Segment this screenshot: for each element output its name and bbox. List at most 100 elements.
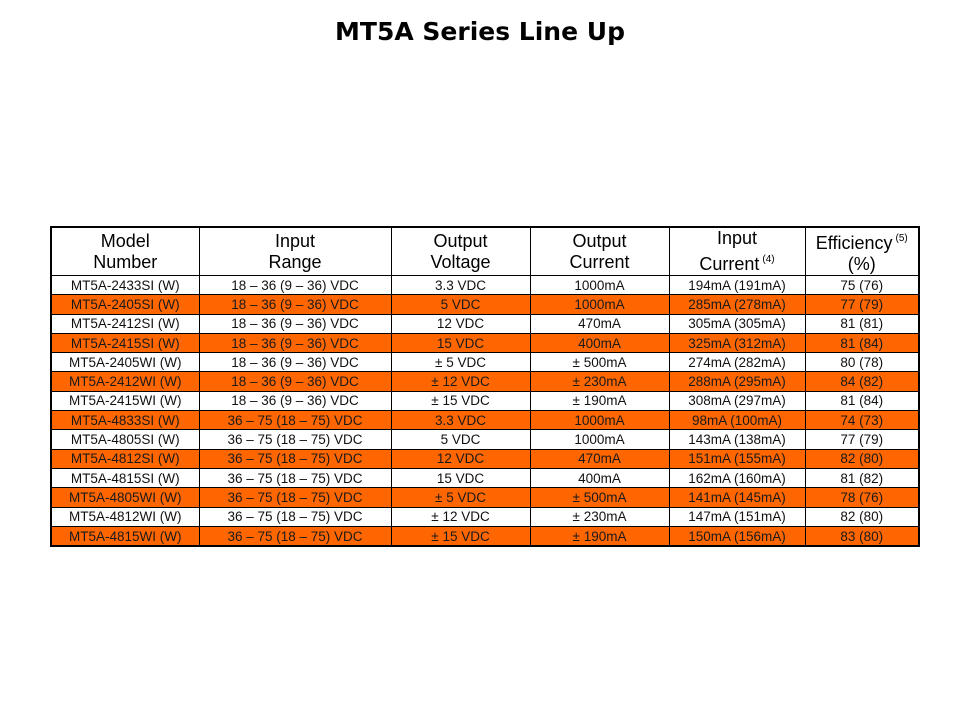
cell-output-current: ± 500mA xyxy=(529,352,670,373)
cell-model-number: MT5A-4812WI (W) xyxy=(50,506,200,527)
cell-input-range: 36 – 75 (18 – 75) VDC xyxy=(198,467,392,489)
table-row: MT5A-4805SI (W) 36 – 75 (18 – 75) VDC 5 VD… xyxy=(50,429,920,450)
cell-output-voltage: 15 VDC xyxy=(390,332,531,354)
cell-input-current: 147mA (151mA) xyxy=(668,506,806,527)
table-row: MT5A-2412WI (W) 18 – 36 (9 – 36) VDC ± 12 … xyxy=(50,371,920,392)
table-row: MT5A-4815WI (W) 36 – 75 (18 – 75) VDC ± 15… xyxy=(50,525,920,547)
cell-input-current: 162mA (160mA) xyxy=(668,467,806,489)
cell-output-voltage: 5 VDC xyxy=(390,429,531,450)
cell-efficiency: 81 (81) xyxy=(804,313,920,334)
cell-output-voltage: ± 12 VDC xyxy=(390,371,531,392)
cell-input-range: 18 – 36 (9 – 36) VDC xyxy=(198,352,392,373)
cell-efficiency: 84 (82) xyxy=(804,371,920,392)
cell-input-current: 141mA (145mA) xyxy=(668,487,806,508)
header-input-current: Input Current (4) xyxy=(668,226,806,276)
cell-input-current: 274mA (282mA) xyxy=(668,352,806,373)
cell-input-current: 305mA (305mA) xyxy=(668,313,806,334)
cell-output-current: 400mA xyxy=(529,467,670,489)
cell-input-current: 325mA (312mA) xyxy=(668,332,806,354)
cell-efficiency: 74 (73) xyxy=(804,410,920,431)
cell-output-voltage: 15 VDC xyxy=(390,467,531,489)
cell-input-range: 18 – 36 (9 – 36) VDC xyxy=(198,332,392,354)
cell-output-current: 1000mA xyxy=(529,294,670,315)
cell-model-number: MT5A-4833SI (W) xyxy=(50,410,200,431)
cell-efficiency: 81 (84) xyxy=(804,332,920,354)
cell-output-voltage: 12 VDC xyxy=(390,313,531,334)
cell-input-current: 143mA (138mA) xyxy=(668,429,806,450)
cell-efficiency: 83 (80) xyxy=(804,525,920,547)
cell-model-number: MT5A-4805WI (W) xyxy=(50,487,200,508)
cell-model-number: MT5A-2433SI (W) xyxy=(50,274,200,296)
cell-output-current: ± 500mA xyxy=(529,487,670,508)
cell-efficiency: 81 (84) xyxy=(804,390,920,412)
cell-model-number: MT5A-2412WI (W) xyxy=(50,371,200,392)
cell-output-current: 1000mA xyxy=(529,410,670,431)
cell-output-voltage: 5 VDC xyxy=(390,294,531,315)
cell-input-range: 18 – 36 (9 – 36) VDC xyxy=(198,274,392,296)
cell-input-range: 18 – 36 (9 – 36) VDC xyxy=(198,294,392,315)
cell-output-voltage: ± 5 VDC xyxy=(390,352,531,373)
cell-model-number: MT5A-2405SI (W) xyxy=(50,294,200,315)
cell-input-range: 36 – 75 (18 – 75) VDC xyxy=(198,410,392,431)
table-row: MT5A-2412SI (W) 18 – 36 (9 – 36) VDC 12 VD… xyxy=(50,313,920,334)
cell-efficiency: 77 (79) xyxy=(804,429,920,450)
cell-input-current: 150mA (156mA) xyxy=(668,525,806,547)
cell-output-current: ± 230mA xyxy=(529,506,670,527)
cell-input-range: 36 – 75 (18 – 75) VDC xyxy=(198,487,392,508)
cell-output-voltage: ± 5 VDC xyxy=(390,487,531,508)
cell-output-voltage: 3.3 VDC xyxy=(390,274,531,296)
table-row: MT5A-4833SI (W) 36 – 75 (18 – 75) VDC 3.3 … xyxy=(50,410,920,431)
footnote-5-marker: (5) xyxy=(895,233,908,244)
table-row: MT5A-2405SI (W) 18 – 36 (9 – 36) VDC 5 VDC… xyxy=(50,294,920,315)
cell-output-current: 470mA xyxy=(529,448,670,469)
cell-output-current: 400mA xyxy=(529,332,670,354)
cell-input-range: 36 – 75 (18 – 75) VDC xyxy=(198,525,392,547)
header-efficiency: Efficiency (5) (%) xyxy=(804,226,920,276)
table-row: MT5A-4812SI (W) 36 – 75 (18 – 75) VDC 12 V… xyxy=(50,448,920,469)
cell-model-number: MT5A-2412SI (W) xyxy=(50,313,200,334)
cell-input-current: 308mA (297mA) xyxy=(668,390,806,412)
cell-input-range: 18 – 36 (9 – 36) VDC xyxy=(198,371,392,392)
cell-input-current: 288mA (295mA) xyxy=(668,371,806,392)
cell-efficiency: 82 (80) xyxy=(804,506,920,527)
table-row: MT5A-4805WI (W) 36 – 75 (18 – 75) VDC ± 5 … xyxy=(50,487,920,508)
cell-input-range: 18 – 36 (9 – 36) VDC xyxy=(198,390,392,412)
footnote-4-marker: (4) xyxy=(762,254,775,265)
table-row: MT5A-4812WI (W) 36 – 75 (18 – 75) VDC ± 12… xyxy=(50,506,920,527)
cell-model-number: MT5A-4815SI (W) xyxy=(50,467,200,489)
cell-input-current: 194mA (191mA) xyxy=(668,274,806,296)
cell-input-range: 36 – 75 (18 – 75) VDC xyxy=(198,506,392,527)
cell-output-voltage: ± 15 VDC xyxy=(390,390,531,412)
cell-input-current: 285mA (278mA) xyxy=(668,294,806,315)
table-row: MT5A-2415WI (W) 18 – 36 (9 – 36) VDC ± 15 … xyxy=(50,390,920,412)
cell-output-current: 470mA xyxy=(529,313,670,334)
cell-input-current: 151mA (155mA) xyxy=(668,448,806,469)
cell-input-current: 98mA (100mA) xyxy=(668,410,806,431)
cell-output-voltage: 3.3 VDC xyxy=(390,410,531,431)
cell-model-number: MT5A-4805SI (W) xyxy=(50,429,200,450)
cell-output-current: ± 190mA xyxy=(529,390,670,412)
cell-output-current: ± 230mA xyxy=(529,371,670,392)
lineup-table: Model Number Input Range Output Voltage … xyxy=(50,226,920,548)
header-model-number: Model Number xyxy=(50,226,200,276)
cell-input-range: 18 – 36 (9 – 36) VDC xyxy=(198,313,392,334)
cell-output-voltage: 12 VDC xyxy=(390,448,531,469)
cell-efficiency: 77 (79) xyxy=(804,294,920,315)
header-output-voltage: Output Voltage xyxy=(390,226,531,276)
cell-output-voltage: ± 15 VDC xyxy=(390,525,531,547)
cell-efficiency: 80 (78) xyxy=(804,352,920,373)
cell-output-voltage: ± 12 VDC xyxy=(390,506,531,527)
header-output-current: Output Current xyxy=(529,226,670,276)
table-header-row: Model Number Input Range Output Voltage … xyxy=(50,226,920,276)
header-input-range: Input Range xyxy=(198,226,392,276)
cell-output-current: ± 190mA xyxy=(529,525,670,547)
table-body: MT5A-2433SI (W) 18 – 36 (9 – 36) VDC 3.3 V… xyxy=(50,274,920,547)
table-row: MT5A-2405WI (W) 18 – 36 (9 – 36) VDC ± 5 V… xyxy=(50,352,920,373)
cell-efficiency: 78 (76) xyxy=(804,487,920,508)
cell-model-number: MT5A-2415SI (W) xyxy=(50,332,200,354)
cell-efficiency: 81 (82) xyxy=(804,467,920,489)
cell-efficiency: 82 (80) xyxy=(804,448,920,469)
cell-input-range: 36 – 75 (18 – 75) VDC xyxy=(198,448,392,469)
page-title: MT5A Series Line Up xyxy=(335,17,625,46)
cell-output-current: 1000mA xyxy=(529,274,670,296)
